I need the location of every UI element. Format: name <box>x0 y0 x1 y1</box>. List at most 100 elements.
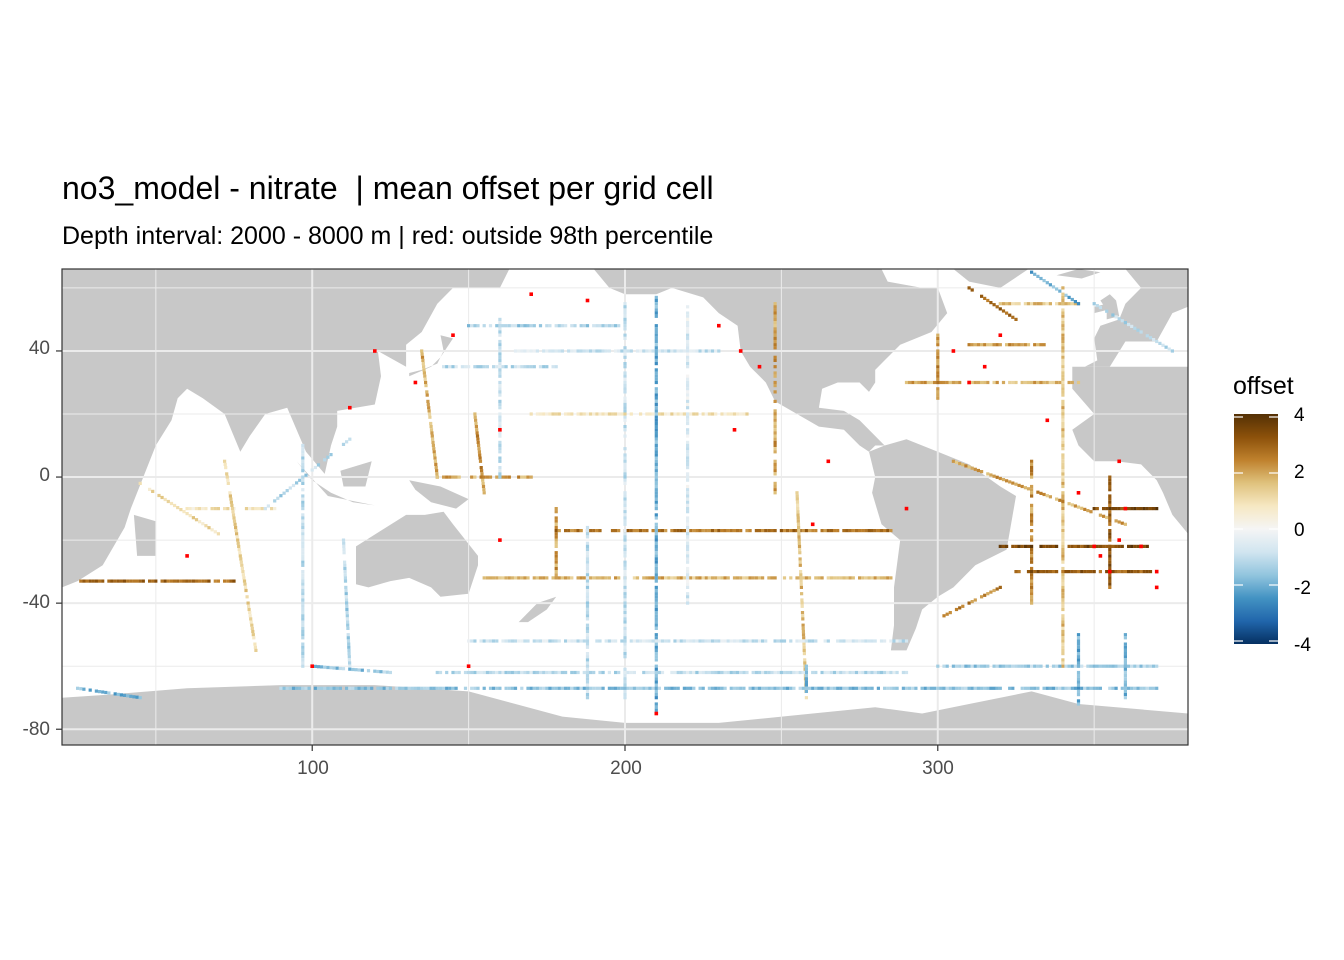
data-cell <box>958 380 962 385</box>
data-cell <box>992 588 996 593</box>
data-cell <box>520 576 524 580</box>
data-cell <box>804 639 808 643</box>
data-cell <box>475 431 479 435</box>
outlier-cell <box>810 522 815 527</box>
data-cell <box>983 593 987 597</box>
data-cell <box>773 390 777 394</box>
data-cell <box>989 343 993 347</box>
data-cell <box>1123 633 1127 637</box>
data-cell <box>854 639 859 643</box>
data-cell <box>654 652 658 656</box>
data-cell <box>467 639 471 643</box>
data-cell <box>654 305 658 309</box>
data-cell <box>510 365 514 369</box>
data-cell <box>335 666 339 670</box>
data-cell <box>942 614 946 618</box>
data-cell <box>341 667 346 671</box>
data-cell <box>654 642 658 646</box>
data-cell <box>939 686 943 690</box>
data-cell <box>1051 380 1056 385</box>
data-cell <box>614 529 618 533</box>
data-cell <box>889 576 893 580</box>
data-cell <box>839 576 843 580</box>
data-cell <box>1061 535 1065 539</box>
data-cell <box>692 349 696 353</box>
data-cell <box>804 686 808 690</box>
data-cell <box>526 576 530 580</box>
data-cell <box>1133 544 1137 548</box>
data-cell <box>651 686 655 690</box>
data-cell <box>1048 380 1052 385</box>
data-cell <box>942 686 946 690</box>
data-cell <box>1083 686 1087 690</box>
data-cell <box>623 696 627 700</box>
data-cell <box>1076 570 1081 574</box>
data-cell <box>573 686 577 690</box>
data-cell <box>1117 570 1121 574</box>
data-cell <box>970 343 974 347</box>
data-cell <box>1130 686 1134 690</box>
landmass-4 <box>340 461 372 487</box>
data-cell <box>429 425 433 429</box>
data-cell <box>745 670 749 675</box>
data-cell <box>226 579 230 583</box>
data-cell <box>188 507 192 511</box>
data-cell <box>610 324 615 328</box>
data-cell <box>532 686 536 690</box>
data-cell <box>1145 664 1149 668</box>
data-cell <box>804 683 808 687</box>
legend-title: offset <box>1233 372 1294 400</box>
data-cell <box>301 601 305 605</box>
data-cell <box>585 689 590 693</box>
legend-label-minus4: -4 <box>1294 635 1311 656</box>
data-cell <box>249 617 253 621</box>
data-cell <box>341 538 346 542</box>
data-cell <box>1039 343 1043 347</box>
data-cell <box>498 384 502 388</box>
data-cell <box>686 459 690 463</box>
data-cell <box>1026 487 1031 491</box>
data-cell <box>301 481 305 485</box>
data-cell <box>795 576 799 580</box>
data-cell <box>482 324 486 328</box>
data-cell <box>736 670 740 675</box>
data-cell <box>1108 516 1112 520</box>
data-cell <box>833 529 837 533</box>
data-cell <box>451 686 455 690</box>
data-cell <box>954 380 959 385</box>
data-cell <box>510 686 514 690</box>
data-cell <box>686 352 690 356</box>
data-cell <box>585 541 590 545</box>
data-cell <box>1039 570 1043 574</box>
data-cell <box>477 443 481 448</box>
data-cell <box>1058 302 1062 306</box>
data-cell <box>1061 317 1065 321</box>
data-cell <box>1011 380 1015 385</box>
data-cell <box>807 639 812 643</box>
data-cell <box>1061 623 1065 627</box>
data-cell <box>1048 686 1052 690</box>
landmass-11 <box>937 269 1029 288</box>
data-cell <box>97 690 102 694</box>
data-cell <box>210 507 214 511</box>
data-cell <box>1030 576 1034 580</box>
data-cell <box>773 311 777 315</box>
data-cell <box>248 507 252 511</box>
data-cell <box>554 560 558 564</box>
y-tick-label-0: 0 <box>39 465 50 486</box>
data-cell <box>1061 595 1065 599</box>
data-cell <box>1055 287 1059 291</box>
data-cell <box>301 636 305 640</box>
data-cell <box>1139 507 1143 511</box>
data-cell <box>654 314 658 318</box>
data-cell <box>1055 380 1059 385</box>
data-cell <box>513 349 518 353</box>
data-cell <box>654 626 658 630</box>
data-cell <box>817 576 821 580</box>
data-cell <box>635 529 640 533</box>
data-cell <box>1017 483 1021 487</box>
data-cell <box>1108 519 1112 523</box>
data-cell <box>989 473 993 477</box>
data-cell <box>435 475 439 479</box>
data-cell <box>626 686 630 690</box>
